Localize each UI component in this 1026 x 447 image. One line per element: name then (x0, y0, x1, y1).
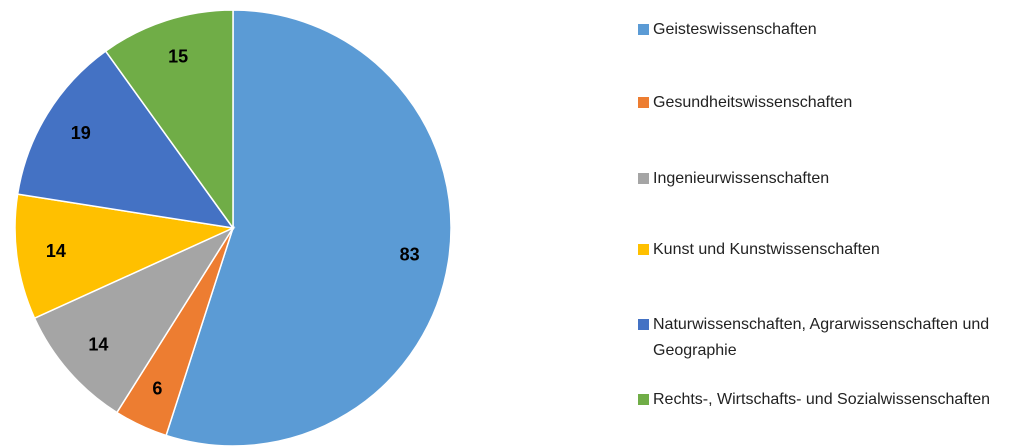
legend-item: Rechts-, Wirtschafts- und Sozialwissensc… (638, 387, 1018, 413)
legend-label: Gesundheitswissenschaften (653, 94, 853, 111)
legend-label: Kunst und Kunstwissenschaften (653, 241, 880, 258)
legend-swatch (638, 173, 649, 184)
slice (33, 226, 235, 414)
legend-swatch (638, 394, 649, 405)
legend-label: Rechts-, Wirtschafts- und Sozialwissensc… (653, 391, 991, 408)
slice (16, 50, 235, 230)
legend-label: Ingenieurwissenschaften (653, 170, 830, 187)
slice (104, 9, 234, 231)
legend-label: Naturwissenschaften, Agrarwissenschaften… (653, 316, 990, 359)
legend-swatch (638, 319, 649, 330)
pie: 83 6 14 14 19 15 (14, 9, 452, 447)
legend-item: Ingenieurwissenschaften (638, 166, 1018, 192)
legend-swatch (638, 24, 649, 35)
legend-swatch (638, 244, 649, 255)
data-label: 14 (88, 334, 108, 354)
slice (165, 9, 452, 447)
data-label: 83 (400, 245, 420, 265)
data-label: 14 (46, 241, 66, 261)
legend-item: Kunst und Kunstwissenschaften (638, 237, 1018, 263)
legend-swatch (638, 97, 649, 108)
data-label: 19 (71, 123, 91, 143)
data-label: 15 (168, 47, 188, 67)
legend-item: Naturwissenschaften, Agrarwissenschaften… (638, 312, 1018, 364)
data-label: 6 (152, 379, 162, 399)
legend-item: Gesundheitswissenschaften (638, 90, 1018, 116)
legend-label: Geisteswissenschaften (653, 21, 817, 38)
legend-item: Geisteswissenschaften (638, 17, 1018, 43)
slice (14, 193, 236, 320)
